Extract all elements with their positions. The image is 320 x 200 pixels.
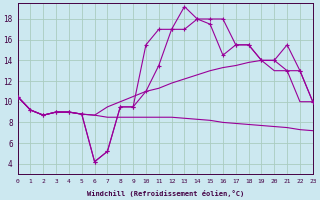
X-axis label: Windchill (Refroidissement éolien,°C): Windchill (Refroidissement éolien,°C) <box>86 190 244 197</box>
